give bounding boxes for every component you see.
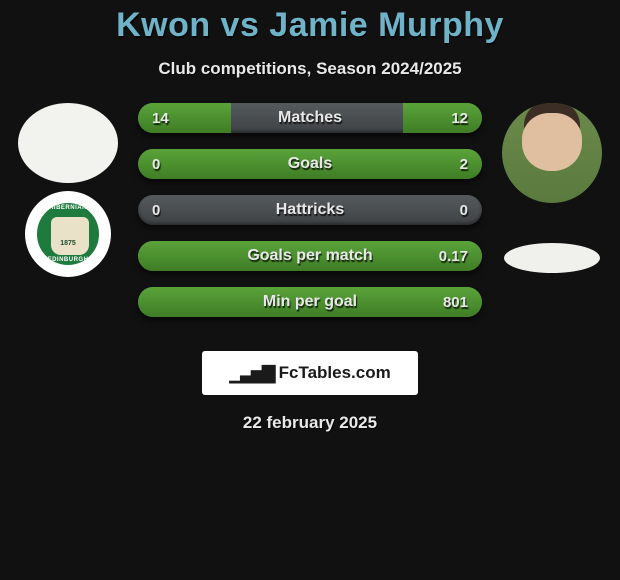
crest-text-top: HIBERNIAN bbox=[37, 205, 99, 211]
stat-bar: Min per goal 801 bbox=[138, 287, 482, 317]
crest-year: 1875 bbox=[37, 240, 99, 247]
player-left-column: HIBERNIAN 1875 EDINBURGH bbox=[8, 103, 128, 277]
brand-box[interactable]: ▁▃▅▇ FcTables.com bbox=[202, 351, 418, 395]
stat-label: Goals bbox=[288, 155, 332, 173]
subtitle: Club competitions, Season 2024/2025 bbox=[0, 59, 620, 79]
stat-bar: Goals per match 0.17 bbox=[138, 241, 482, 271]
player-right-column bbox=[492, 103, 612, 273]
stat-label: Matches bbox=[278, 109, 342, 127]
player-left-club-crest: HIBERNIAN 1875 EDINBURGH bbox=[25, 191, 111, 277]
stat-bar: Hattricks 0 0 bbox=[138, 195, 482, 225]
player-left-avatar bbox=[18, 103, 118, 183]
stat-value-left: 0 bbox=[152, 156, 160, 173]
crest-text-bottom: EDINBURGH bbox=[37, 257, 99, 263]
stat-value-right: 0.17 bbox=[439, 248, 468, 265]
stat-label: Min per goal bbox=[263, 293, 357, 311]
comparison-card: Kwon vs Jamie Murphy Club competitions, … bbox=[0, 0, 620, 433]
chart-icon: ▁▃▅▇ bbox=[229, 363, 272, 384]
stat-bar: Matches 14 12 bbox=[138, 103, 482, 133]
stat-label: Hattricks bbox=[276, 201, 344, 219]
page-title: Kwon vs Jamie Murphy bbox=[0, 6, 620, 45]
stat-value-right: 2 bbox=[460, 156, 468, 173]
stat-value-right: 0 bbox=[460, 202, 468, 219]
player-right-club-placeholder bbox=[504, 243, 600, 273]
stat-value-right: 12 bbox=[451, 110, 468, 127]
date-label: 22 february 2025 bbox=[0, 413, 620, 433]
stat-bars: Matches 14 12 Goals 0 2 Hattricks 0 0 Goals per m… bbox=[138, 103, 482, 317]
stat-value-left: 0 bbox=[152, 202, 160, 219]
stat-value-right: 801 bbox=[443, 294, 468, 311]
comparison-grid: HIBERNIAN 1875 EDINBURGH Matches 14 12 Goal… bbox=[0, 103, 620, 333]
stat-bar: Goals 0 2 bbox=[138, 149, 482, 179]
stat-value-left: 14 bbox=[152, 110, 169, 127]
player-right-avatar bbox=[502, 103, 602, 203]
stat-label: Goals per match bbox=[247, 247, 372, 265]
brand-name: FcTables.com bbox=[279, 363, 391, 383]
